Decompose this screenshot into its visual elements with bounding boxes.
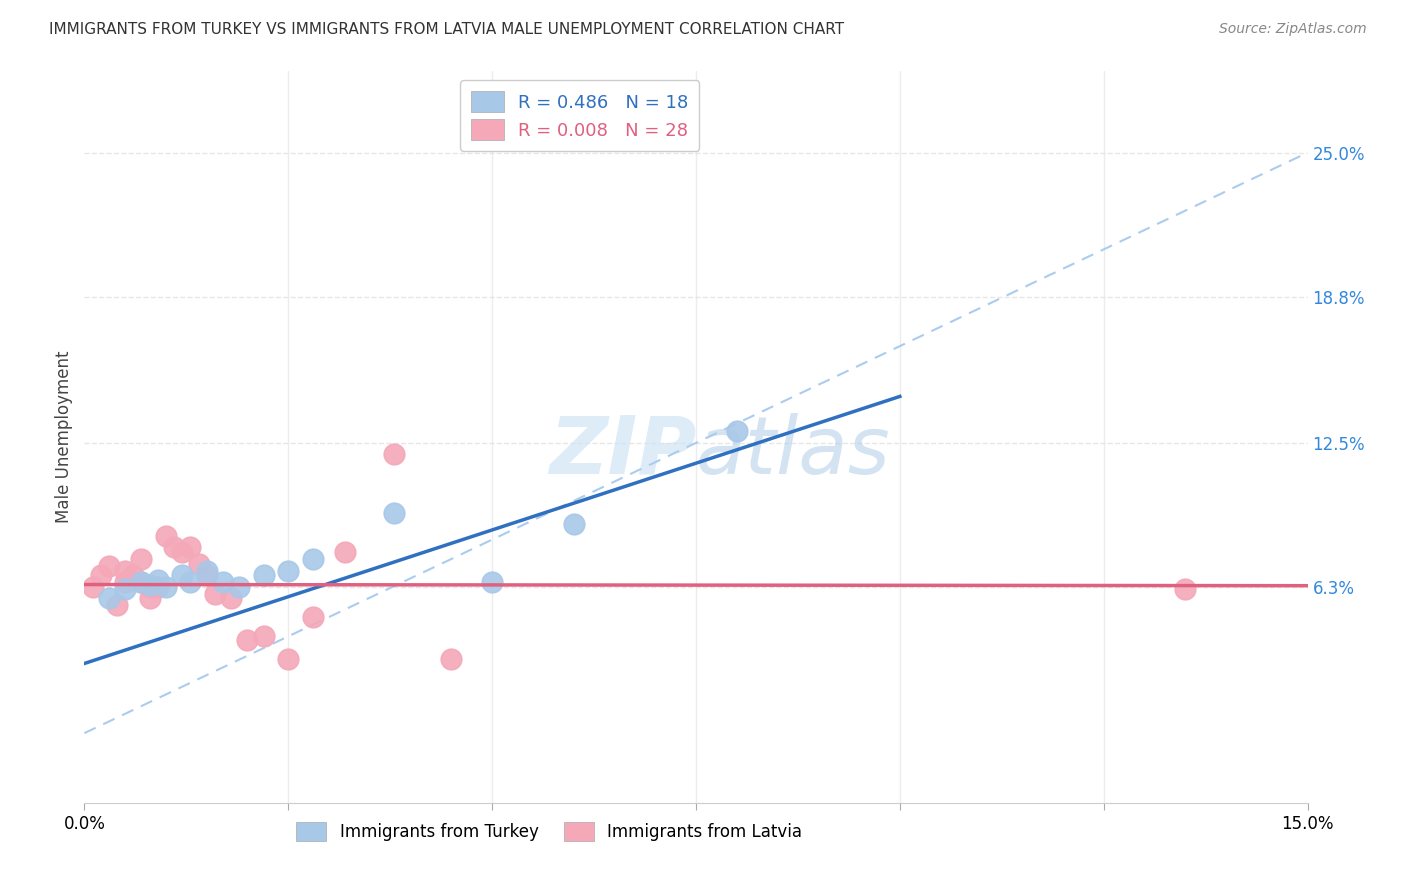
Point (105, 599, 128, 613)
Point (481, 575, 503, 590)
Point (277, 652, 299, 666)
Point (301, 552, 323, 566)
Point (114, 575, 136, 590)
Point (138, 577, 160, 591)
Point (253, 629, 276, 643)
Point (90, 568, 112, 582)
Point (212, 575, 235, 590)
Point (236, 633, 259, 648)
Text: atlas: atlas (696, 413, 891, 491)
Point (138, 580, 160, 594)
Point (562, 517, 585, 532)
Point (155, 580, 177, 594)
Point (440, 652, 463, 666)
Point (163, 541, 186, 555)
Point (335, 545, 357, 559)
Point (82, 580, 104, 594)
Text: Source: ZipAtlas.com: Source: ZipAtlas.com (1219, 22, 1367, 37)
Point (172, 568, 194, 582)
Point (1174, 582, 1197, 597)
Point (382, 506, 405, 520)
Point (114, 582, 136, 597)
Point (146, 573, 169, 587)
Point (114, 564, 136, 578)
Point (146, 580, 169, 594)
Point (382, 448, 405, 462)
Legend: Immigrants from Turkey, Immigrants from Latvia: Immigrants from Turkey, Immigrants from … (288, 814, 810, 849)
Point (131, 552, 153, 566)
Point (97, 591, 120, 606)
Point (97, 558, 120, 573)
Point (277, 564, 299, 578)
Point (204, 587, 226, 601)
Point (179, 575, 201, 590)
Point (725, 424, 748, 438)
Text: IMMIGRANTS FROM TURKEY VS IMMIGRANTS FROM LATVIA MALE UNEMPLOYMENT CORRELATION C: IMMIGRANTS FROM TURKEY VS IMMIGRANTS FRO… (49, 22, 845, 37)
Point (253, 568, 276, 582)
Point (195, 568, 218, 582)
Point (131, 575, 153, 590)
Point (131, 575, 153, 590)
Point (219, 591, 242, 606)
Text: ZIP: ZIP (548, 413, 696, 491)
Point (195, 564, 218, 578)
Y-axis label: Male Unemployment: Male Unemployment (55, 351, 73, 524)
Point (138, 591, 160, 606)
Point (172, 545, 194, 559)
Point (228, 580, 250, 594)
Point (122, 568, 145, 582)
Point (187, 557, 209, 571)
Point (179, 541, 201, 555)
Point (301, 610, 323, 624)
Point (155, 529, 177, 543)
